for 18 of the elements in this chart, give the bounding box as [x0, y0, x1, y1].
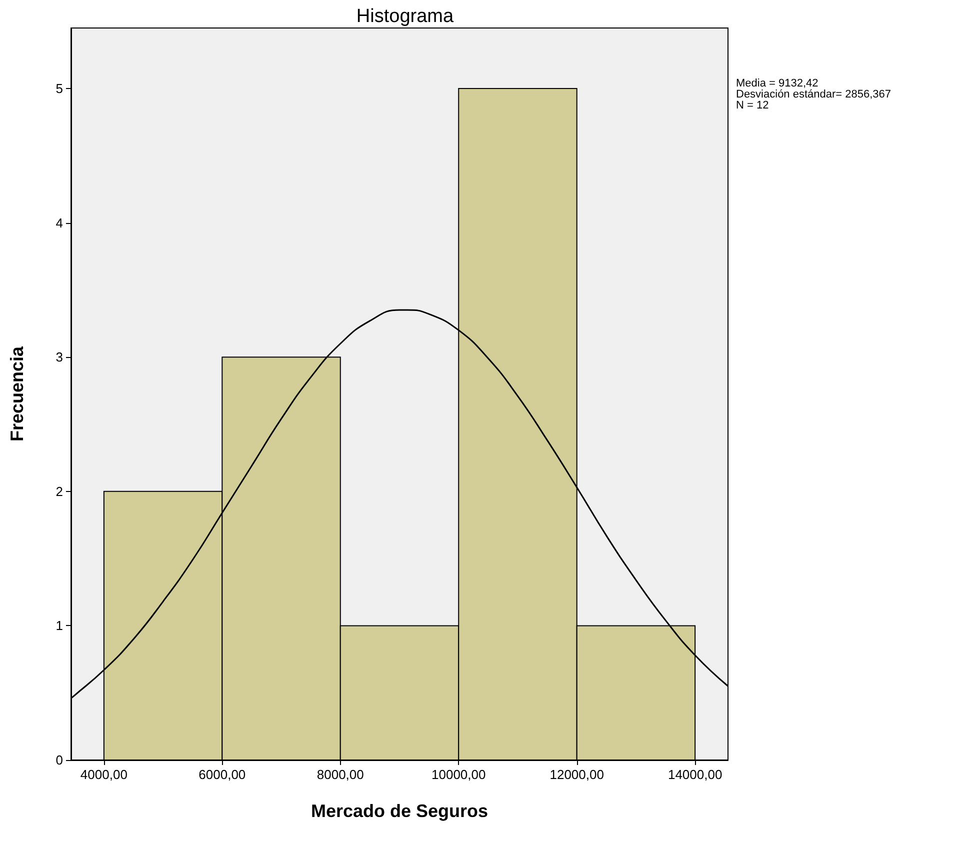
y-tick-label: 1	[56, 618, 63, 634]
text: Media = 9132,42	[736, 78, 818, 90]
y-tick-label: 5	[56, 80, 63, 96]
chart-title: Histograma	[356, 6, 454, 27]
x-tick-label: 12000,00	[550, 767, 604, 782]
y-tick-label: 3	[56, 350, 63, 365]
text: Desviación estándar= 2856,367	[736, 88, 892, 100]
y-tick-label: 2	[56, 484, 63, 499]
x-tick-label: 10000,00	[431, 767, 486, 782]
text: N = 12	[736, 100, 769, 112]
y-tick-label: 4	[56, 215, 63, 230]
y-axis-title: Frecuencia	[7, 345, 27, 442]
x-axis-title: Mercado de Seguros	[310, 801, 488, 821]
x-tick-label: 6000,00	[198, 767, 246, 782]
x-tick-label: 8000,00	[316, 767, 364, 782]
y-tick-label: 0	[56, 752, 63, 768]
x-tick-label: 4000,00	[80, 767, 128, 782]
x-tick-label: 14000,00	[668, 767, 722, 782]
